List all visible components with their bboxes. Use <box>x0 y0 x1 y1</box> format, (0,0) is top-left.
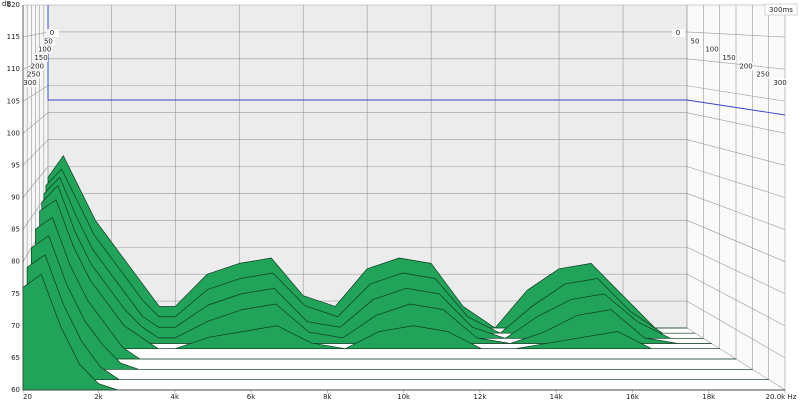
y-tick-label: 110 <box>7 65 20 73</box>
z-tick-label: 300 <box>773 79 786 87</box>
y-tick-label: 120 <box>7 1 20 9</box>
x-tick-label: 16k <box>626 393 640 401</box>
x-tick-label: 6k <box>247 393 256 401</box>
slice <box>47 155 688 329</box>
z-tick-box <box>24 79 37 87</box>
z-tick-box <box>27 70 41 79</box>
z-tick-label: 0 <box>676 29 680 37</box>
slice <box>26 254 770 381</box>
z-tick-label: 200 <box>739 62 752 70</box>
x-tick-label: 20 <box>23 393 32 401</box>
y-tick-label: 80 <box>11 258 20 266</box>
z-tick-box <box>42 37 56 46</box>
x-tick-label: 18k <box>702 393 716 401</box>
x-tick-label: 4k <box>171 393 180 401</box>
z-tick-box <box>35 54 48 62</box>
y-tick-label: 65 <box>11 354 20 362</box>
z-tick-box <box>740 62 753 71</box>
z-tick-label: 250 <box>27 71 40 79</box>
z-tick-box <box>31 62 45 71</box>
annotation: 300ms <box>769 6 793 14</box>
z-tick-label: 100 <box>705 46 718 54</box>
z-tick-label: 150 <box>34 54 47 62</box>
z-tick-box <box>723 54 736 62</box>
z-tick-box <box>774 79 787 87</box>
z-tick-label: 200 <box>31 62 44 70</box>
annotation-box <box>764 3 798 16</box>
labels: 60 65 70 75 80 85 90 95 100 105 110 115 120 20 2k 4k 6k 8… <box>7 1 797 401</box>
z-tick-box <box>689 37 702 46</box>
slice <box>30 235 753 370</box>
y-unit: dB <box>2 0 11 8</box>
z-tick-label: 100 <box>38 46 51 54</box>
x-tick-label: 10k <box>397 393 411 401</box>
x-tick-label: 14k <box>550 393 564 401</box>
slice <box>35 217 737 360</box>
x-tick-label: 2k <box>94 393 103 401</box>
z-tick-label: 50 <box>691 37 700 45</box>
y-tick-label: 60 <box>11 386 20 394</box>
y-tick-label: 75 <box>11 290 20 298</box>
z-tick-label: 50 <box>44 37 53 45</box>
plot <box>22 155 786 391</box>
y-tick-label: 105 <box>7 97 20 105</box>
slice <box>45 168 696 334</box>
z-tick-label: 0 <box>50 29 54 37</box>
y-tick-label: 115 <box>7 33 20 41</box>
z-tick-box <box>38 45 52 54</box>
z-tick-box <box>706 45 719 54</box>
z-tick-label: 150 <box>722 54 735 62</box>
z-tick-box <box>46 29 59 37</box>
y-tick-label: 70 <box>11 322 20 330</box>
z-tick-box <box>672 29 685 37</box>
x-tick-label: 8k <box>323 393 332 401</box>
y-tick-label: 90 <box>11 194 20 202</box>
z-tick-box <box>757 70 770 79</box>
y-tick-label: 95 <box>11 161 20 169</box>
x-tick-label: 20.0k Hz <box>766 393 797 401</box>
y-tick-label: 85 <box>11 226 20 234</box>
z-tick-label: 300 <box>23 79 36 87</box>
z-tick-label: 250 <box>756 71 769 79</box>
x-tick-label: 12k <box>473 393 487 401</box>
y-tick-label: 100 <box>7 129 20 137</box>
